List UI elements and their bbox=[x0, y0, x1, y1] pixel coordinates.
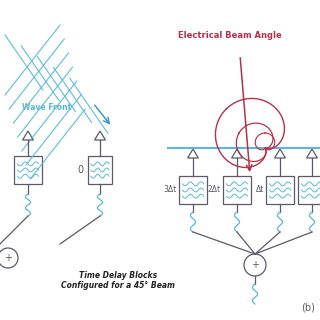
Bar bbox=[298, 176, 320, 204]
Circle shape bbox=[244, 254, 266, 276]
Text: Δt: Δt bbox=[256, 186, 264, 195]
Text: Wave Front: Wave Front bbox=[22, 102, 71, 111]
Bar bbox=[179, 176, 207, 204]
Text: Electrical Beam Angle: Electrical Beam Angle bbox=[178, 30, 282, 39]
Bar bbox=[14, 156, 42, 184]
Text: 2Δt: 2Δt bbox=[208, 186, 221, 195]
Text: 3Δt: 3Δt bbox=[164, 186, 177, 195]
Text: +: + bbox=[251, 260, 259, 270]
Bar bbox=[266, 176, 294, 204]
Text: Configured for a 45° Beam: Configured for a 45° Beam bbox=[61, 281, 175, 290]
Circle shape bbox=[0, 248, 18, 268]
Text: 0: 0 bbox=[77, 165, 83, 175]
Bar bbox=[88, 156, 112, 184]
Text: (b): (b) bbox=[301, 303, 315, 313]
Text: Time Delay Blocks: Time Delay Blocks bbox=[79, 270, 157, 279]
Bar bbox=[223, 176, 251, 204]
Text: +: + bbox=[4, 253, 12, 263]
